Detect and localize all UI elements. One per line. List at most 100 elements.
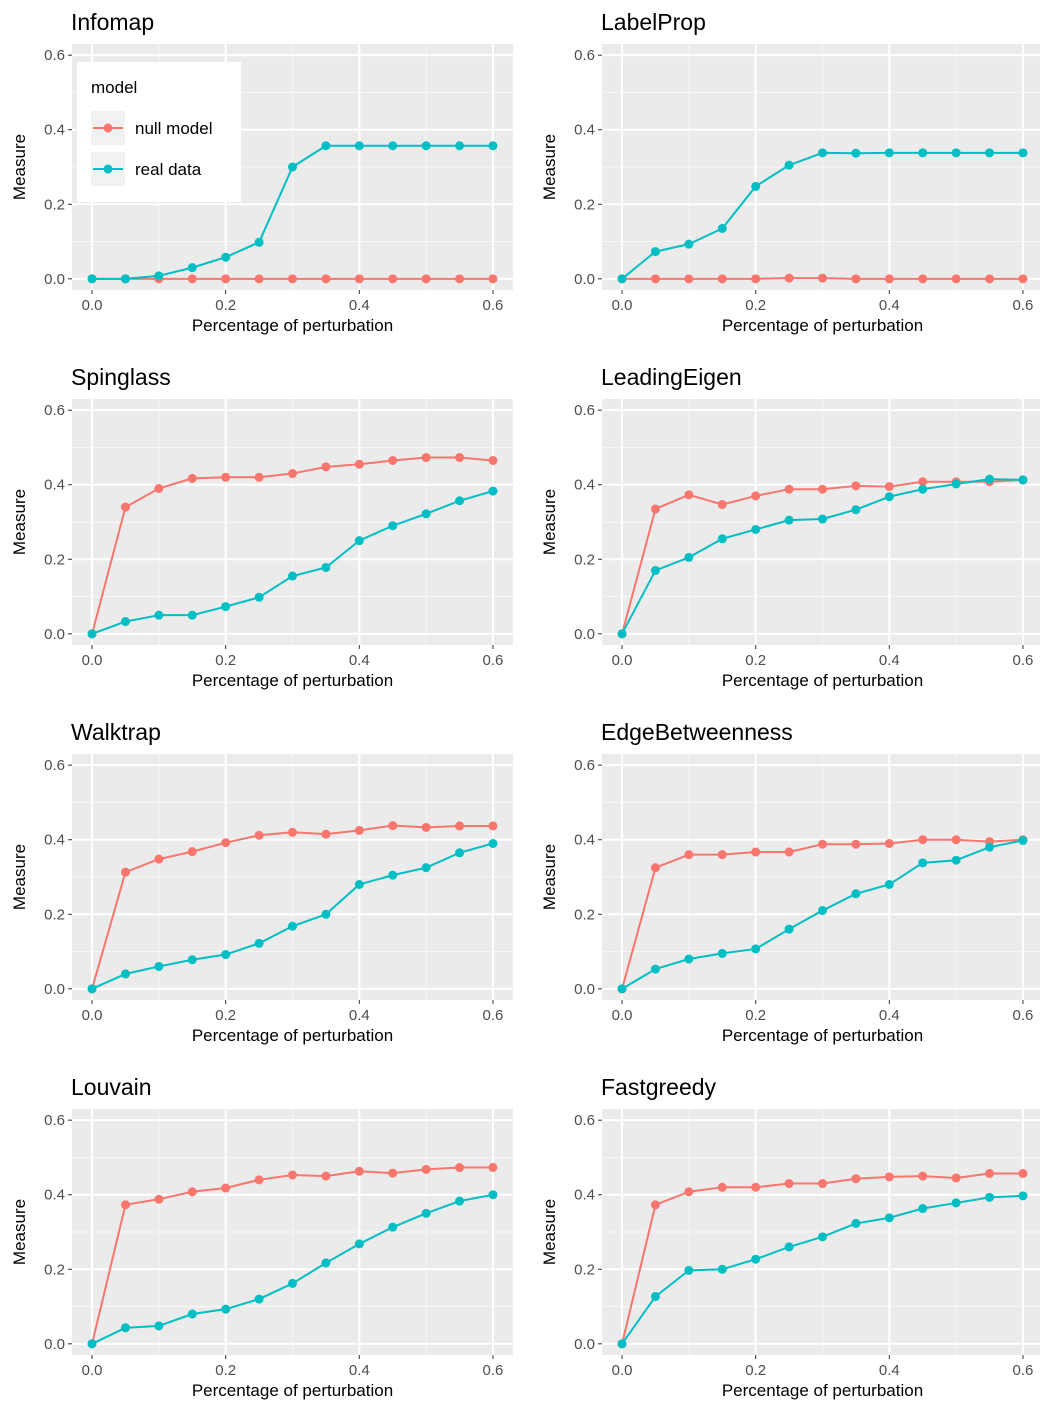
data-point <box>455 848 465 858</box>
data-point <box>884 274 894 284</box>
data-point <box>751 524 761 534</box>
legend-key-point <box>103 164 113 174</box>
panel-title: Walktrap <box>71 719 161 745</box>
y-tick-label: 0.4 <box>574 832 595 849</box>
y-axis-label: Measure <box>540 1199 559 1265</box>
data-point <box>951 1173 961 1183</box>
panel-title: Louvain <box>71 1074 152 1100</box>
panel-spinglass: Spinglass 0.0 0.2 0.4 0.6 0.0 0.2 0.4 0.6 Percent… <box>10 364 513 690</box>
data-point <box>851 889 861 899</box>
data-point <box>717 1182 727 1192</box>
x-tick-label: 0.0 <box>82 297 103 314</box>
data-point <box>488 821 498 831</box>
data-point <box>221 602 231 612</box>
y-tick-label: 0.0 <box>574 626 595 643</box>
y-tick-label: 0.6 <box>44 1112 65 1129</box>
legend-key-point <box>103 123 113 133</box>
data-point <box>884 482 894 492</box>
data-point <box>120 1200 130 1210</box>
y-tick-label: 0.2 <box>574 906 595 923</box>
legend-label: null model <box>135 119 213 138</box>
series-null-model <box>617 835 1028 994</box>
x-axis-label: Percentage of perturbation <box>722 1026 923 1045</box>
data-point <box>1018 148 1028 158</box>
data-point <box>455 1163 465 1173</box>
data-point <box>187 847 197 857</box>
x-tick-label: 0.6 <box>483 297 504 314</box>
x-tick-label: 0.4 <box>879 297 900 314</box>
data-point <box>354 459 364 469</box>
data-point <box>154 483 164 493</box>
data-point <box>254 237 264 247</box>
data-point <box>187 955 197 965</box>
series-null-model <box>617 273 1028 284</box>
data-point <box>784 160 794 170</box>
data-point <box>388 1168 398 1178</box>
data-point <box>187 1309 197 1319</box>
data-point <box>751 1254 761 1264</box>
data-point <box>254 1175 264 1185</box>
data-point <box>985 1192 995 1202</box>
data-point <box>818 148 827 158</box>
data-point <box>154 961 164 971</box>
x-tick-label: 0.6 <box>483 1362 504 1379</box>
x-tick-label: 0.4 <box>349 1362 370 1379</box>
x-tick-label: 0.0 <box>612 297 633 314</box>
x-axis-label: Percentage of perturbation <box>192 1381 393 1400</box>
panel-title: Fastgreedy <box>601 1074 717 1100</box>
data-point <box>321 274 331 284</box>
data-point <box>421 1164 431 1174</box>
data-point <box>985 148 995 158</box>
y-tick-label: 0.0 <box>574 981 595 998</box>
panel-edgebetweenness: EdgeBetweenness 0.0 0.2 0.4 0.6 0.0 0.2 0.4 0.6 P… <box>540 719 1040 1045</box>
data-point <box>254 592 264 602</box>
data-point <box>388 521 398 531</box>
panel-leadingeigen: LeadingEigen 0.0 0.2 0.4 0.6 0.0 0.2 0.4 0.6 Perc… <box>540 364 1040 690</box>
x-tick-label: 0.0 <box>612 1007 633 1024</box>
x-axis-label: Percentage of perturbation <box>192 1026 393 1045</box>
data-point <box>488 1163 498 1173</box>
y-tick-label: 0.6 <box>574 757 595 774</box>
y-tick-label: 0.4 <box>44 477 65 494</box>
data-point <box>918 1204 928 1214</box>
data-point <box>717 534 727 544</box>
data-point <box>851 481 861 491</box>
y-tick-label: 0.2 <box>44 1261 65 1278</box>
data-point <box>851 505 861 515</box>
y-tick-label: 0.0 <box>44 271 65 288</box>
data-point <box>288 1278 297 1288</box>
data-point <box>684 1265 694 1275</box>
data-point <box>717 948 727 958</box>
data-point <box>751 491 761 501</box>
y-tick-label: 0.6 <box>574 402 595 419</box>
data-point <box>455 496 465 506</box>
x-tick-label: 0.6 <box>483 1007 504 1024</box>
data-point <box>221 950 231 960</box>
x-tick-label: 0.2 <box>215 297 236 314</box>
data-point <box>617 274 627 284</box>
y-tick-label: 0.0 <box>574 271 595 288</box>
data-point <box>1018 1168 1028 1178</box>
data-point <box>455 453 465 463</box>
data-point <box>187 274 197 284</box>
panel-louvain: Louvain 0.0 0.2 0.4 0.6 0.0 0.2 0.4 0.6 Percentag… <box>10 1074 513 1400</box>
data-point <box>684 850 694 860</box>
data-point <box>221 1183 231 1193</box>
x-axis-label: Percentage of perturbation <box>722 316 923 335</box>
data-point <box>884 1213 894 1223</box>
y-axis-label: Measure <box>10 1199 29 1265</box>
y-tick-label: 0.4 <box>44 832 65 849</box>
panel-infomap: Infomap 0.0 0.2 0.4 0.6 0.0 0.2 0.4 0.6 Percentag… <box>10 9 513 335</box>
x-tick-label: 0.6 <box>1013 297 1034 314</box>
data-point <box>120 1323 130 1333</box>
data-point <box>951 148 961 158</box>
y-tick-label: 0.4 <box>574 1187 595 1204</box>
x-tick-label: 0.2 <box>745 1362 766 1379</box>
data-point <box>650 964 660 974</box>
data-point <box>617 1339 627 1349</box>
y-tick-label: 0.0 <box>44 1336 65 1353</box>
data-point <box>421 863 431 873</box>
data-point <box>650 565 660 575</box>
data-point <box>87 629 97 639</box>
